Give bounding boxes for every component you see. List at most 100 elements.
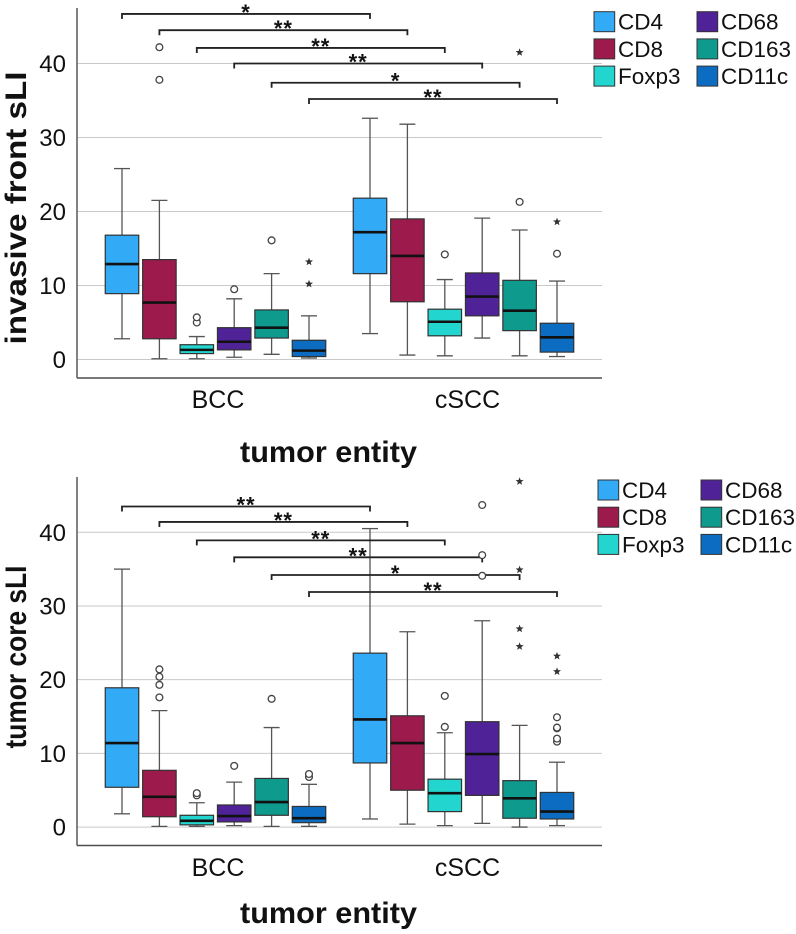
significance-label: ** (423, 85, 442, 110)
extreme-point (515, 48, 524, 56)
iqr-box (254, 309, 289, 339)
y-axis-title: tumor core sLI (0, 566, 33, 749)
y-tick-label: 40 (39, 51, 66, 78)
legend-swatch (696, 38, 719, 60)
significance-label: ** (349, 543, 368, 568)
legend-label: CD163 (725, 505, 795, 530)
x-tick-label: BCC (192, 386, 245, 414)
box-CD4-BCC (104, 568, 140, 815)
extreme-point (515, 624, 524, 633)
box-CD11c-cSCC (539, 761, 575, 827)
legend-label: CD8 (618, 37, 663, 62)
outlier-point (155, 672, 164, 681)
legend-label: CD68 (721, 10, 779, 35)
box-CD11c-BCC (291, 783, 327, 827)
outlier-point (552, 249, 562, 258)
extreme-point (305, 279, 313, 288)
significance-bracket (308, 98, 558, 105)
iqr-box (291, 805, 327, 824)
outlier-point (192, 313, 201, 322)
legend-swatch (597, 506, 620, 528)
legend-swatch (700, 506, 723, 528)
legend-label: CD4 (622, 478, 667, 503)
y-tick-label: 20 (39, 667, 66, 694)
significance-bracket (195, 539, 446, 546)
box-Foxp3-BCC (179, 335, 215, 360)
x-tick-label: BCC (192, 854, 245, 882)
box-CD8-BCC (142, 199, 177, 360)
box-CD8-BCC (142, 709, 177, 827)
outlier-point (155, 75, 164, 84)
outlier-point (230, 761, 239, 770)
extreme-point (515, 565, 524, 574)
iqr-box (104, 687, 140, 788)
box-CD163-BCC (254, 726, 289, 827)
legend-item-CD163: CD163 (700, 505, 795, 530)
legend-item-Foxp3: Foxp3 (597, 532, 685, 557)
legend-label: CD11c (721, 64, 788, 89)
box-CD163-cSCC (502, 229, 537, 357)
outlier-point (155, 665, 164, 674)
legend-item-CD11c: CD11c (700, 532, 792, 557)
legend-item-CD4: CD4 (593, 10, 663, 35)
box-CD68-BCC (216, 781, 252, 827)
legend-item-CD8: CD8 (593, 37, 663, 62)
legend-swatch (696, 11, 719, 33)
outlier-point (515, 197, 524, 206)
significance-bracket (121, 505, 371, 512)
y-tick-label: 10 (39, 741, 66, 768)
legend-item-CD4: CD4 (597, 478, 667, 503)
outlier-point (192, 789, 201, 798)
extreme-point (515, 477, 524, 485)
box-CD68-cSCC (464, 217, 500, 339)
outlier-point (552, 734, 562, 743)
legend-swatch (593, 11, 616, 33)
box-CD4-BCC (104, 167, 140, 340)
iqr-box (390, 715, 425, 791)
significance-bracket (158, 521, 409, 527)
significance-label: ** (274, 508, 293, 533)
outlier-point (440, 691, 449, 700)
extreme-point (553, 217, 561, 226)
legend-item-CD163: CD163 (696, 37, 791, 62)
legend-label: CD8 (622, 505, 667, 530)
significance-bracket (270, 81, 521, 88)
y-tick-label: 30 (39, 125, 66, 152)
outlier-point (440, 250, 449, 259)
iqr-box (502, 279, 537, 332)
outlier-point (440, 722, 449, 731)
significance-label: * (391, 561, 401, 586)
iqr-box (427, 778, 463, 813)
x-tick-label: cSCC (435, 854, 500, 882)
box-CD68-BCC (216, 298, 252, 358)
legend-item-CD68: CD68 (700, 478, 783, 503)
extreme-point (515, 642, 524, 650)
legend-swatch (593, 38, 616, 60)
legend-swatch (700, 533, 723, 555)
legend-swatch (597, 533, 620, 555)
iqr-box (216, 327, 252, 351)
iqr-box (464, 721, 500, 796)
significance-label: * (391, 69, 401, 94)
iqr-box (216, 804, 252, 823)
legend-label: CD11c (725, 532, 792, 557)
outlier-point (552, 723, 562, 732)
box-CD8-cSCC (390, 123, 425, 356)
outlier-point (552, 713, 562, 722)
outlier-point (230, 285, 239, 294)
significance-bracket (233, 62, 484, 69)
legend-label: CD4 (618, 10, 663, 35)
y-tick-label: 20 (39, 199, 66, 226)
significance-label: ** (274, 16, 293, 41)
legend-swatch (696, 65, 719, 87)
outlier-point (155, 43, 164, 52)
legend-label: CD68 (725, 478, 783, 503)
iqr-box (352, 197, 388, 275)
outlier-point (478, 571, 487, 580)
x-axis-title: tumor entity (240, 897, 417, 930)
